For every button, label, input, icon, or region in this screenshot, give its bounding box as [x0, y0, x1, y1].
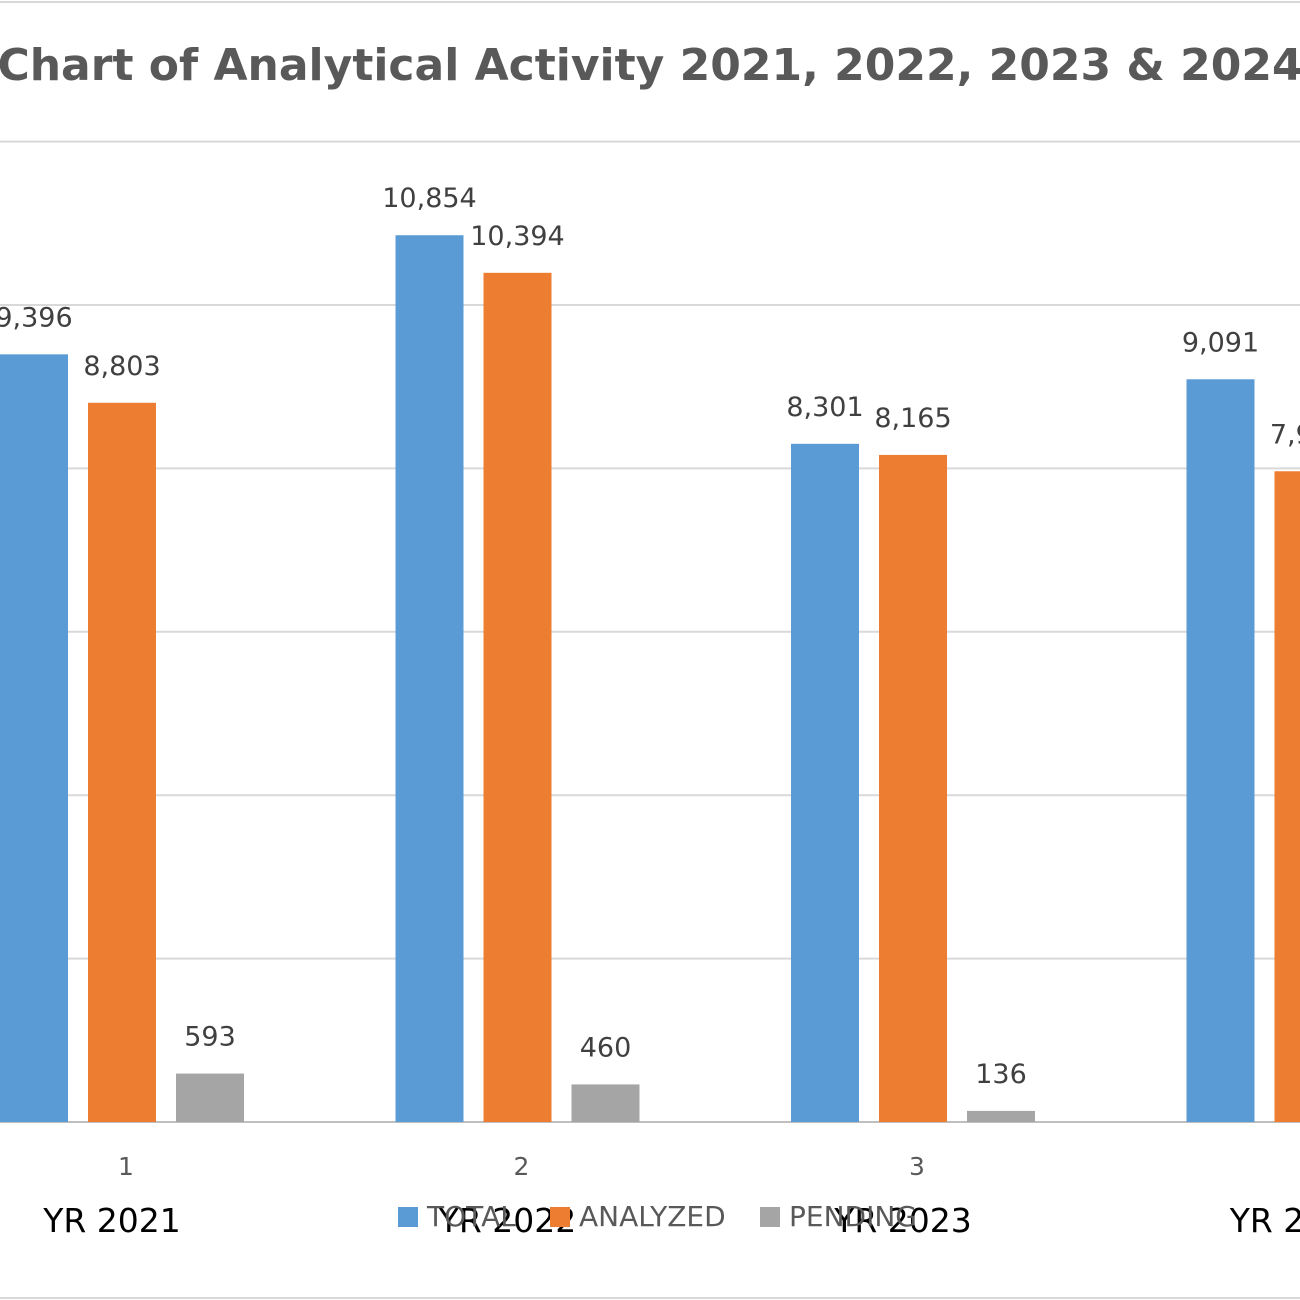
data-label-total-2: 10,854: [382, 183, 476, 214]
bar-total-4: [1186, 379, 1255, 1123]
bar-analyzed-3: [879, 454, 947, 1122]
data-label-pending-2: 460: [580, 1032, 632, 1063]
bar-analyzed-1: [88, 402, 156, 1122]
bar-pending-2: [571, 1084, 640, 1122]
x-tick-label: 2: [514, 1152, 530, 1181]
data-label-analyzed-4: 7,965: [1270, 419, 1300, 450]
bar-pending-3: [967, 1110, 1035, 1122]
data-label-total-3: 8,301: [786, 392, 863, 423]
year-label: YR 2023: [833, 1201, 972, 1240]
bar-total-1: [0, 354, 68, 1122]
year-label: YR 2024: [1229, 1201, 1300, 1240]
bar-total-3: [791, 443, 859, 1122]
data-label-total-4: 9,091: [1182, 327, 1259, 358]
legend-label-analyzed: ANALYZED: [579, 1200, 726, 1233]
x-tick-labels: 1234: [118, 1152, 925, 1181]
legend-label-total: TOTAL: [426, 1200, 516, 1233]
year-label: YR 2021: [42, 1201, 181, 1240]
data-label-pending-3: 136: [975, 1059, 1027, 1090]
bars-group: [0, 235, 1300, 1123]
data-label-analyzed-1: 8,803: [83, 351, 160, 382]
gridlines: [0, 140, 1300, 1123]
chart-title: Chart of Analytical Activity 2021, 2022,…: [0, 40, 1300, 91]
x-tick-label: 3: [909, 1152, 925, 1181]
bar-pending-1: [176, 1073, 244, 1122]
data-label-total-1: 9,396: [0, 302, 73, 333]
data-label-pending-1: 593: [184, 1022, 236, 1053]
data-labels-group: 9,396 10,854 8,301 9,091 8,803 10,394 8,165 7,9…: [0, 183, 1300, 1090]
legend: TOTAL ANALYZED PENDING: [398, 1200, 917, 1233]
bar-analyzed-2: [483, 272, 552, 1123]
bar-total-2: [395, 235, 464, 1122]
legend-swatch-pending: [760, 1207, 780, 1227]
x-tick-label: 1: [118, 1152, 134, 1181]
legend-label-pending: PENDING: [789, 1200, 917, 1233]
data-label-analyzed-3: 8,165: [874, 403, 951, 434]
data-label-analyzed-2: 10,394: [470, 221, 564, 252]
legend-swatch-analyzed: [550, 1207, 570, 1227]
bar-analyzed-4: [1274, 471, 1300, 1122]
legend-swatch-total: [398, 1207, 418, 1227]
